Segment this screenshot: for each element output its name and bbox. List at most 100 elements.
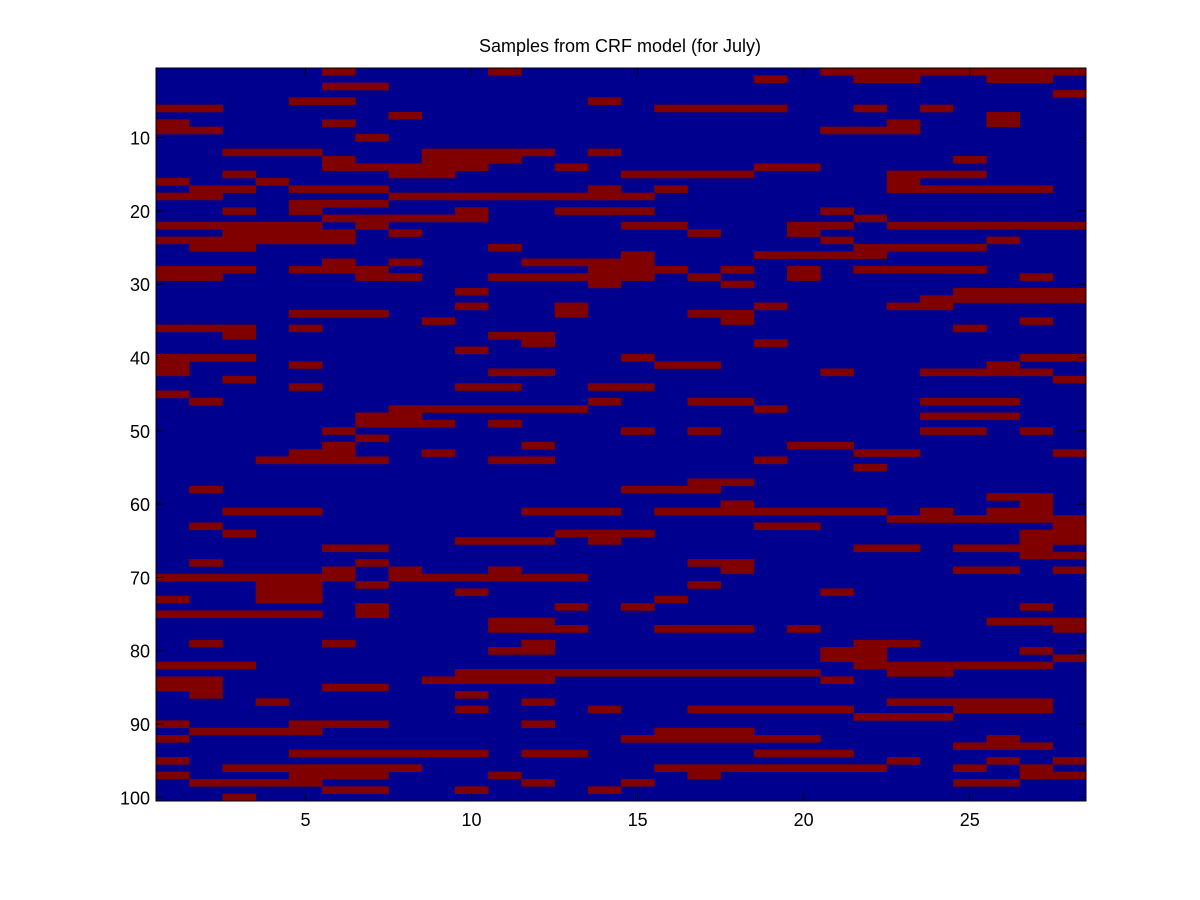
heatmap-cell <box>919 397 954 406</box>
heatmap-cell <box>521 258 555 267</box>
heatmap-cell <box>156 595 190 604</box>
heatmap-cell <box>986 119 1020 127</box>
heatmap-cell <box>1019 287 1054 296</box>
heatmap-cell <box>720 507 755 516</box>
heatmap-cell <box>1019 617 1054 626</box>
heatmap-cell <box>919 295 954 303</box>
heatmap-cell <box>654 265 688 274</box>
heatmap-cell <box>853 544 888 553</box>
heatmap-cell <box>388 214 423 223</box>
heatmap-cell <box>189 236 223 245</box>
heatmap-cell <box>421 155 456 164</box>
heatmap-cell <box>1019 771 1054 780</box>
heatmap-cell <box>1019 68 1054 76</box>
heatmap-cell <box>554 603 589 611</box>
heatmap-cell <box>587 529 622 538</box>
x-tick-label: 25 <box>960 810 980 830</box>
heatmap-cell <box>288 610 323 619</box>
heatmap-cell <box>255 779 290 787</box>
heatmap-cell <box>587 273 622 281</box>
heatmap-cell <box>156 610 190 619</box>
heatmap-cell <box>787 522 821 531</box>
heatmap-cell <box>189 265 223 274</box>
heatmap-cell <box>953 544 987 553</box>
heatmap-cell <box>156 192 190 201</box>
heatmap-cell <box>189 691 223 699</box>
heatmap-cell <box>322 68 356 76</box>
heatmap-cell <box>687 764 722 772</box>
heatmap-cell <box>621 258 655 267</box>
heatmap-cell <box>654 170 688 179</box>
heatmap-cell <box>587 397 622 406</box>
heatmap-cell <box>189 639 223 648</box>
heatmap-cell <box>322 456 356 465</box>
heatmap-cell <box>488 537 522 545</box>
heatmap-cell <box>1019 742 1054 750</box>
y-tick-label: 90 <box>130 715 150 735</box>
heatmap-cell <box>853 104 888 113</box>
heatmap-cell <box>288 456 323 465</box>
heatmap-cell <box>654 104 688 113</box>
heatmap-cell <box>621 251 655 259</box>
heatmap-cell <box>986 735 1020 743</box>
heatmap-cell <box>322 573 356 582</box>
heatmap-cell <box>853 449 888 457</box>
heatmap-cell <box>853 713 888 721</box>
heatmap-cell <box>255 177 290 186</box>
heatmap-cell <box>388 764 423 772</box>
heatmap-cell <box>189 610 223 619</box>
heatmap-cell <box>687 507 722 516</box>
heatmap-cell <box>222 507 257 516</box>
heatmap-cell <box>953 427 987 435</box>
heatmap-cell <box>454 207 489 215</box>
heatmap-cell <box>255 507 290 516</box>
heatmap-cell <box>222 793 257 802</box>
heatmap-cell <box>720 705 755 714</box>
heatmap-cell <box>720 625 755 633</box>
heatmap-cell <box>953 742 987 750</box>
heatmap-cell <box>787 229 821 237</box>
heatmap-cell <box>156 324 190 333</box>
heatmap-cell <box>953 368 987 377</box>
heatmap-cell <box>886 68 921 76</box>
heatmap-cell <box>189 126 223 135</box>
heatmap-cell <box>687 309 722 318</box>
heatmap-cell <box>720 317 755 325</box>
heatmap-cell <box>986 185 1020 193</box>
heatmap-cell <box>820 749 854 758</box>
heatmap-cell <box>853 214 888 223</box>
heatmap-cell <box>156 273 190 281</box>
heatmap-cell <box>421 749 456 758</box>
heatmap-cell <box>687 771 722 780</box>
heatmap-cell <box>454 155 489 164</box>
heatmap-cell <box>189 522 223 531</box>
heatmap-cell <box>986 515 1020 523</box>
heatmap-cell <box>521 405 555 413</box>
heatmap-cell <box>853 507 888 516</box>
heatmap-cell <box>621 735 655 743</box>
heatmap-cell <box>222 324 257 333</box>
heatmap-cell <box>322 309 356 318</box>
heatmap-cell <box>654 669 688 677</box>
heatmap-cell <box>521 639 555 648</box>
heatmap-cell <box>587 705 622 714</box>
heatmap-cell <box>189 221 223 230</box>
heatmap-cell <box>1019 705 1054 714</box>
heatmap-cell <box>554 669 589 677</box>
heatmap-cell <box>720 280 755 289</box>
heatmap-cell <box>820 654 854 663</box>
heatmap-cell <box>454 287 489 296</box>
heatmap-cell <box>986 617 1020 626</box>
heatmap-cell <box>720 265 755 274</box>
heatmap-cell <box>886 177 921 186</box>
heatmap-cell <box>1052 529 1087 538</box>
heatmap-cell <box>919 104 954 113</box>
heatmap-cell <box>1019 661 1054 670</box>
heatmap-cell <box>953 324 987 333</box>
heatmap-cell <box>886 265 921 274</box>
heatmap-cell <box>919 265 954 274</box>
heatmap-cell <box>1052 617 1087 626</box>
heatmap-cell <box>687 273 722 281</box>
heatmap-cell <box>421 170 456 179</box>
heatmap-cell <box>1019 295 1054 303</box>
